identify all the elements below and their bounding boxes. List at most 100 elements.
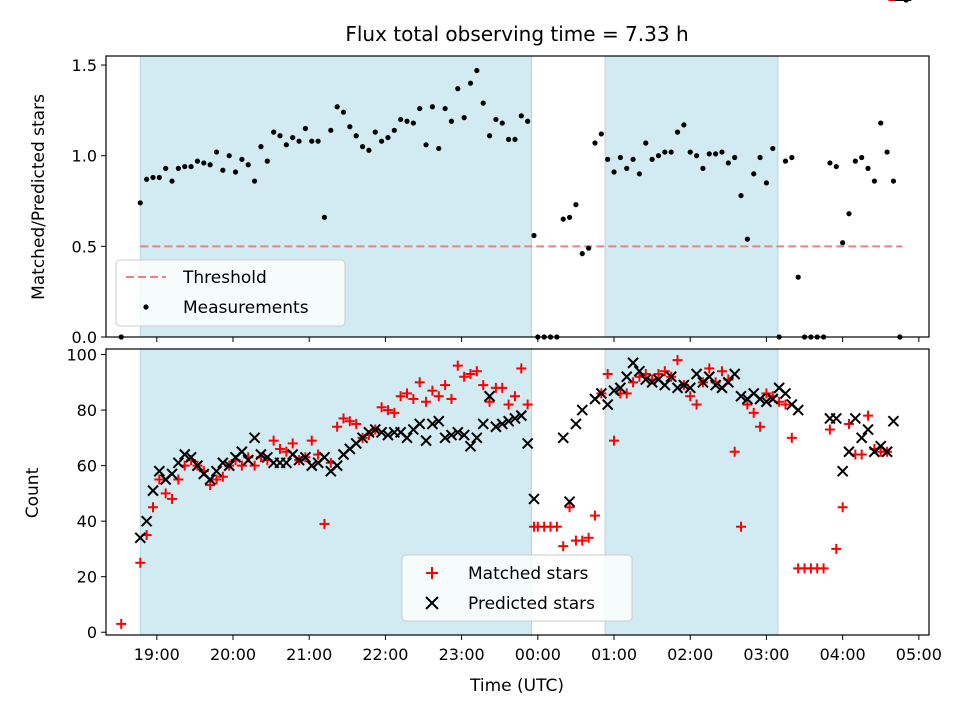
predicted-star-point bbox=[627, 357, 639, 369]
predicted-star-point bbox=[678, 379, 690, 391]
matched-star-point bbox=[628, 377, 639, 388]
predicted-star-point bbox=[299, 451, 312, 463]
bottom-panel-frame bbox=[105, 348, 930, 636]
measurement-point bbox=[271, 129, 277, 135]
predicted-star-point bbox=[382, 429, 394, 441]
predicted-star-point bbox=[659, 379, 671, 391]
measurement-point bbox=[668, 149, 674, 155]
measurement-point bbox=[347, 124, 353, 130]
matched-star-point bbox=[478, 380, 489, 391]
matched-star-point bbox=[856, 449, 867, 460]
matched-star-point bbox=[319, 518, 330, 529]
matched-star-point bbox=[135, 557, 146, 568]
matched-star-point bbox=[589, 510, 600, 521]
predicted-star-point bbox=[280, 457, 293, 469]
measurement-point bbox=[725, 160, 731, 166]
predicted-star-point bbox=[464, 440, 477, 452]
matched-star-point bbox=[389, 407, 400, 418]
measurement-point bbox=[525, 118, 531, 124]
predicted-star-point bbox=[515, 409, 528, 422]
measurement-point bbox=[506, 136, 512, 142]
bottom-panel-ylabel: Count bbox=[23, 467, 43, 518]
measurement-point bbox=[512, 136, 518, 142]
measurement-point bbox=[700, 165, 706, 171]
measurement-point bbox=[878, 120, 884, 126]
predicted-star-point bbox=[502, 415, 515, 427]
measurement-point bbox=[649, 156, 655, 162]
top-panel: 0.0 0.5 1.0 1.5 Matched/Predicted stars Thr… bbox=[29, 0, 930, 347]
measurement-point bbox=[560, 216, 566, 222]
predicted-star-point bbox=[439, 432, 451, 444]
predicted-star-point bbox=[134, 532, 146, 544]
matched-star-point bbox=[338, 413, 349, 424]
measurement-point bbox=[366, 147, 372, 153]
x-tick-label: 00:00 bbox=[515, 645, 561, 664]
measurement-point bbox=[150, 174, 156, 181]
measurement-point bbox=[738, 192, 744, 199]
measurement-point bbox=[264, 158, 270, 164]
measurement-point bbox=[213, 149, 220, 155]
predicted-star-point bbox=[458, 429, 470, 441]
predicted-star-point bbox=[147, 484, 159, 497]
measurement-point bbox=[840, 240, 846, 246]
predicted-star-point bbox=[477, 418, 489, 430]
predicted-star-point bbox=[210, 465, 223, 477]
matched-star-point bbox=[332, 421, 343, 432]
matched-star-point bbox=[755, 421, 766, 432]
measurement-point bbox=[859, 154, 865, 161]
x-tick-label: 20:00 bbox=[210, 645, 256, 664]
measurement-point bbox=[340, 109, 347, 115]
measurement-point bbox=[598, 131, 604, 137]
measurement-point bbox=[163, 165, 169, 171]
matched-star-point bbox=[471, 366, 482, 377]
matched-star-point bbox=[522, 399, 533, 410]
predicted-star-point bbox=[528, 493, 540, 505]
predicted-star-point bbox=[830, 412, 842, 425]
matched-star-point bbox=[344, 416, 355, 427]
matched-star-point bbox=[116, 618, 127, 629]
predicted-star-point bbox=[401, 432, 413, 444]
measurement-point bbox=[486, 133, 493, 139]
measurement-point bbox=[321, 214, 328, 220]
predicted-star-point bbox=[433, 415, 445, 427]
measurement-point bbox=[448, 118, 455, 124]
legend-measurements-label: Measurements bbox=[183, 298, 309, 318]
legend-matched-swatch bbox=[426, 567, 438, 579]
predicted-star-point bbox=[521, 437, 534, 450]
matched-star-point bbox=[402, 388, 413, 399]
predicted-star-point bbox=[452, 426, 464, 439]
measurement-point bbox=[789, 154, 795, 161]
measurement-point bbox=[417, 105, 423, 112]
predicted-star-point bbox=[690, 368, 703, 380]
predicted-star-point bbox=[255, 448, 267, 461]
matched-star-point bbox=[602, 368, 613, 379]
measurement-point bbox=[334, 104, 340, 110]
predicted-star-point bbox=[293, 454, 305, 466]
matched-star-point bbox=[274, 443, 285, 454]
matched-star-point bbox=[306, 435, 317, 446]
measurement-point bbox=[493, 116, 499, 123]
measurement-point bbox=[398, 116, 404, 123]
measurement-point bbox=[201, 160, 207, 166]
predicted-star-point bbox=[306, 459, 318, 472]
measurement-point bbox=[518, 113, 524, 119]
matched-star-point bbox=[452, 360, 463, 371]
measurement-point bbox=[480, 100, 486, 106]
measurement-point bbox=[461, 115, 467, 121]
predicted-star-point bbox=[483, 390, 496, 402]
matched-star-point bbox=[748, 407, 759, 418]
predicted-star-point bbox=[236, 446, 248, 458]
predicted-star-point bbox=[217, 457, 229, 469]
predicted-star-point bbox=[576, 404, 588, 416]
matched-star-point bbox=[249, 460, 260, 471]
matched-star-point bbox=[167, 493, 178, 504]
matched-star-point bbox=[211, 474, 222, 485]
matched-star-point bbox=[831, 543, 842, 554]
predicted-star-point bbox=[242, 454, 254, 466]
matched-star-point bbox=[147, 502, 158, 513]
measurement-point bbox=[827, 160, 833, 166]
matched-star-point bbox=[824, 424, 835, 435]
measurement-point bbox=[379, 138, 385, 144]
measurement-point bbox=[586, 245, 592, 251]
predicted-star-point bbox=[722, 376, 735, 389]
